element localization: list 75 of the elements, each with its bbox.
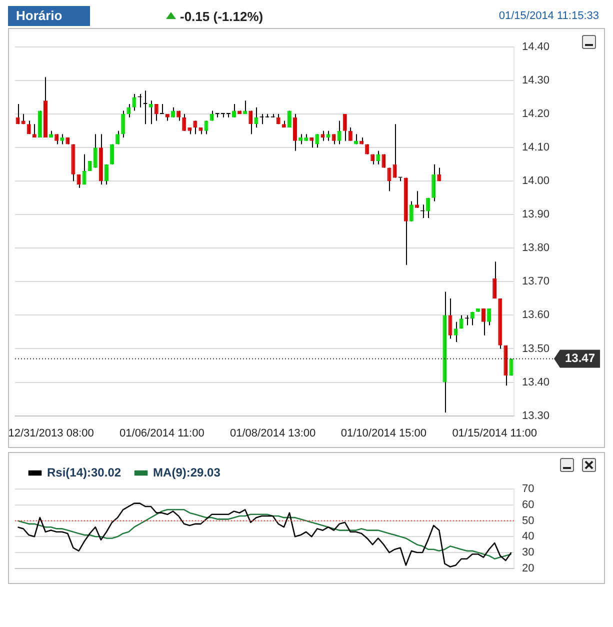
chart-title: Horário xyxy=(8,6,90,26)
y-tick-label: 60 xyxy=(522,498,534,511)
candlestick xyxy=(426,197,430,218)
candlestick xyxy=(193,120,198,135)
y-tick-label: 50 xyxy=(522,514,534,527)
y-tick-label: 13.70 xyxy=(522,276,550,288)
candlestick xyxy=(482,308,486,336)
candlestick xyxy=(248,110,253,135)
candlestick xyxy=(293,114,297,152)
candlestick xyxy=(232,103,236,118)
chart-subtitle: -0.15 (-1.12%) xyxy=(180,9,264,24)
y-tick-label: 13.40 xyxy=(522,376,550,388)
candlestick xyxy=(492,261,497,299)
y-tick-label: 13.30 xyxy=(522,410,550,422)
y-tick-label: 40 xyxy=(522,530,534,543)
candlestick xyxy=(82,154,86,185)
y-tick-label: 14.40 xyxy=(522,41,550,54)
candlestick xyxy=(254,106,258,128)
y-tick-label: 14.20 xyxy=(522,108,550,120)
candlestick xyxy=(320,130,325,142)
y-tick-label: 70 xyxy=(522,483,534,496)
y-tick-label: 13.60 xyxy=(522,309,550,322)
candlestick xyxy=(342,114,347,142)
legend-label: MA(9):29.03 xyxy=(153,465,221,480)
candlestick xyxy=(392,124,397,178)
candlestick xyxy=(310,137,314,148)
x-tick-label: 12/31/2013 08:00 xyxy=(8,427,94,440)
y-tick-label: 13.80 xyxy=(522,242,550,254)
y-tick-label: 20 xyxy=(522,562,534,574)
candlestick xyxy=(287,110,292,128)
candlestick xyxy=(116,130,120,145)
x-tick-label: 01/15/2014 11:00 xyxy=(452,427,538,440)
y-tick-label: 14.10 xyxy=(522,142,550,154)
candlestick xyxy=(448,298,452,340)
candlestick xyxy=(132,93,136,112)
y-tick-label: 14.30 xyxy=(522,74,550,87)
y-tick-label: 13.90 xyxy=(522,208,550,221)
legend-label: Rsi(14):30.02 xyxy=(47,465,122,480)
candlestick xyxy=(437,167,442,182)
y-tick-label: 14.00 xyxy=(522,175,550,188)
candlestick xyxy=(104,164,108,185)
candlestick xyxy=(470,311,474,326)
text: 01/15/2014 11:15:33 xyxy=(498,10,599,22)
candlestick xyxy=(204,120,208,135)
x-tick-label: 01/06/2014 11:00 xyxy=(120,427,204,440)
candlestick xyxy=(32,124,36,138)
candlestick xyxy=(26,120,31,135)
y-tick-label: 30 xyxy=(522,546,534,559)
candlestick xyxy=(243,100,248,115)
y-tick-label: 13.50 xyxy=(522,342,550,355)
candlestick xyxy=(376,150,380,165)
candlestick xyxy=(409,200,414,222)
candlestick xyxy=(487,308,492,326)
candlestick xyxy=(226,113,230,118)
candlestick xyxy=(298,134,303,145)
candlestick xyxy=(76,174,81,188)
candlestick xyxy=(315,134,320,148)
candlestick xyxy=(182,114,186,132)
candlestick xyxy=(459,314,464,330)
candlestick xyxy=(154,103,158,122)
candlestick xyxy=(432,164,436,202)
x-tick-label: 01/08/2014 13:00 xyxy=(230,427,316,440)
x-tick-label: 01/10/2014 15:00 xyxy=(340,427,427,440)
candlestick xyxy=(337,120,342,145)
candlestick xyxy=(121,110,126,138)
candlestick xyxy=(414,190,419,208)
candlestick xyxy=(16,103,20,125)
candlestick xyxy=(93,134,98,168)
candlestick xyxy=(148,100,153,125)
candlestick xyxy=(60,134,64,145)
candlestick xyxy=(348,126,352,142)
candlestick xyxy=(454,321,458,343)
candlestick xyxy=(326,130,330,142)
candlestick xyxy=(126,103,131,118)
ref-line-label: 13.47 xyxy=(565,351,596,366)
